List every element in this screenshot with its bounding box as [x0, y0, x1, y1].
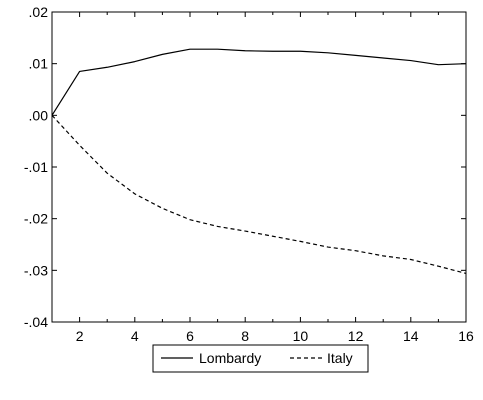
data-point-lombardy	[410, 60, 411, 61]
data-point-italy	[245, 230, 246, 231]
data-point-lombardy	[355, 55, 356, 56]
y-tick-label: -.01	[24, 159, 48, 175]
data-point-italy	[438, 266, 439, 267]
data-point-italy	[79, 145, 80, 146]
data-point-lombardy	[327, 52, 328, 53]
series-line-italy	[51, 114, 467, 275]
data-point-lombardy	[272, 51, 273, 52]
data-point-lombardy	[438, 64, 439, 65]
x-tick-label: 12	[348, 328, 364, 344]
data-point-italy	[51, 115, 52, 116]
series-line-lombardy	[51, 48, 467, 116]
x-tick-label: 4	[131, 328, 139, 344]
x-tick-label: 8	[241, 328, 249, 344]
data-point-lombardy	[465, 63, 466, 64]
x-tick-label: 10	[293, 328, 309, 344]
data-point-italy	[217, 226, 218, 227]
legend-label-lombardy: Lombardy	[199, 350, 261, 366]
data-point-italy	[410, 259, 411, 260]
y-tick-label: -.04	[24, 314, 48, 330]
data-point-italy	[465, 273, 466, 274]
data-point-italy	[327, 246, 328, 247]
data-point-lombardy	[134, 61, 135, 62]
x-tick-label: 2	[76, 328, 84, 344]
data-point-italy	[300, 241, 301, 242]
data-point-lombardy	[300, 51, 301, 52]
y-tick-label: -.03	[24, 262, 48, 278]
data-point-italy	[162, 208, 163, 209]
data-point-lombardy	[79, 71, 80, 72]
data-point-lombardy	[245, 50, 246, 51]
data-point-italy	[355, 250, 356, 251]
y-axis-ticks: .02 .01 .00 -.01 -.02 -.03 -.04	[24, 4, 466, 330]
data-point-lombardy	[107, 67, 108, 68]
x-axis-ticks: 2 4 6 8 10 12 14 16	[51, 12, 474, 344]
data-point-italy	[383, 255, 384, 256]
legend: Lombardy Italy	[152, 344, 369, 373]
plot-frame	[51, 11, 467, 323]
x-tick-label: 6	[186, 328, 194, 344]
x-tick-label: 14	[403, 328, 419, 344]
data-point-lombardy	[162, 54, 163, 55]
legend-label-italy: Italy	[327, 350, 353, 366]
data-point-italy	[272, 236, 273, 237]
series-layer	[51, 48, 467, 275]
x-tick-label: 16	[458, 328, 474, 344]
y-tick-label: .02	[29, 4, 49, 20]
y-tick-label: .01	[29, 56, 49, 72]
data-point-lombardy	[189, 49, 190, 50]
data-point-italy	[134, 193, 135, 194]
data-point-italy	[189, 219, 190, 220]
data-point-lombardy	[383, 57, 384, 58]
data-point-italy	[107, 173, 108, 174]
y-tick-label: .00	[29, 107, 49, 123]
y-tick-label: -.02	[24, 211, 48, 227]
data-point-lombardy	[217, 49, 218, 50]
